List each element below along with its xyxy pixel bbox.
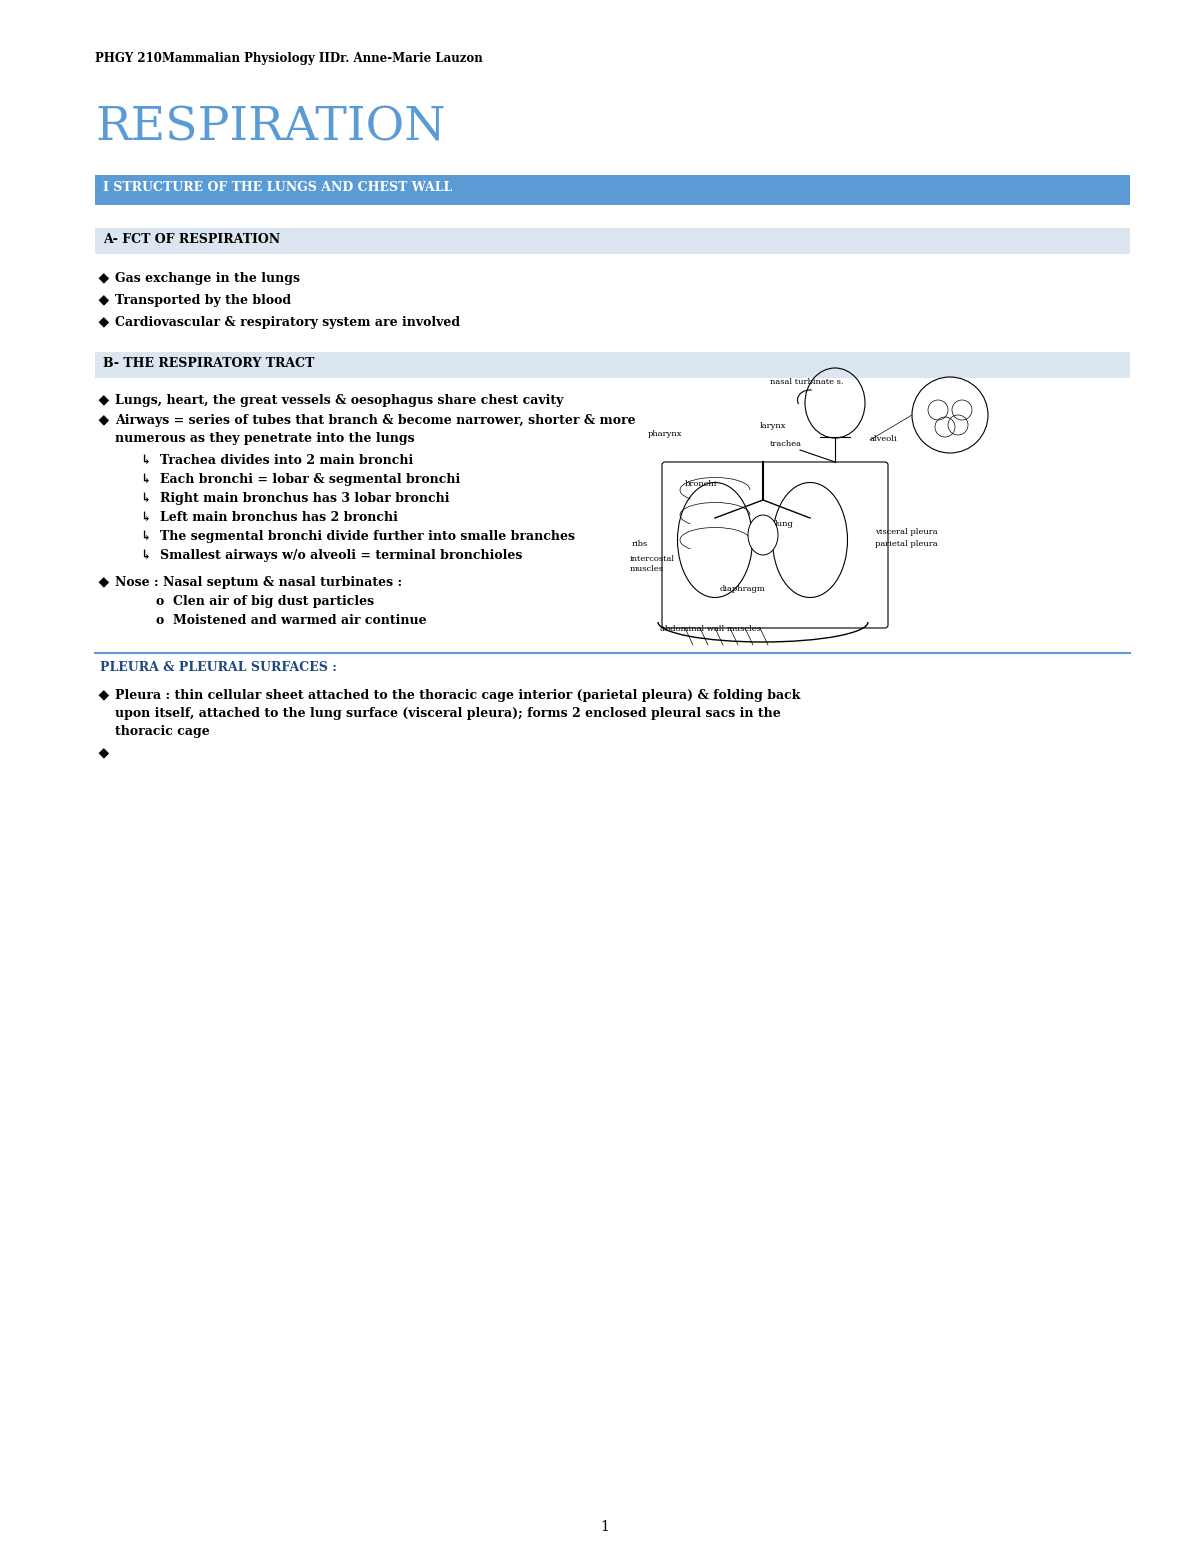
Text: thoracic cage: thoracic cage xyxy=(115,725,210,738)
Text: parietal pleura: parietal pleura xyxy=(875,540,937,548)
Text: A- FCT OF RESPIRATION: A- FCT OF RESPIRATION xyxy=(103,233,280,245)
Text: Lungs, heart, the great vessels & oesophagus share chest cavity: Lungs, heart, the great vessels & oesoph… xyxy=(115,394,563,407)
Text: ↳: ↳ xyxy=(140,492,150,505)
Text: PHGY 210Mammalian Physiology IIDr. Anne-Marie Lauzon: PHGY 210Mammalian Physiology IIDr. Anne-… xyxy=(95,51,482,65)
Text: intercostal: intercostal xyxy=(630,554,676,564)
Text: abdominal wall muscles: abdominal wall muscles xyxy=(660,624,761,634)
Text: nasal turbinate s.: nasal turbinate s. xyxy=(770,377,844,387)
Text: RESPIRATION: RESPIRATION xyxy=(95,106,445,151)
Text: Moistened and warmed air continue: Moistened and warmed air continue xyxy=(173,613,427,627)
Text: numerous as they penetrate into the lungs: numerous as they penetrate into the lung… xyxy=(115,432,415,446)
Text: ■: ■ xyxy=(97,315,110,329)
Bar xyxy=(95,228,1130,255)
Text: PLEURA & PLEURAL SURFACES :: PLEURA & PLEURAL SURFACES : xyxy=(100,662,337,674)
Text: o: o xyxy=(155,613,163,627)
Text: ■: ■ xyxy=(97,690,110,702)
Text: ■: ■ xyxy=(97,394,110,407)
Text: Airways = series of tubes that branch & become narrower, shorter & more: Airways = series of tubes that branch & … xyxy=(115,415,636,427)
Text: trachea: trachea xyxy=(770,439,802,447)
Text: diaphragm: diaphragm xyxy=(720,585,766,593)
Text: ribs: ribs xyxy=(632,540,648,548)
Text: larynx: larynx xyxy=(760,422,786,430)
Text: ■: ■ xyxy=(97,415,110,427)
Text: 1: 1 xyxy=(600,1520,608,1534)
Text: ↳: ↳ xyxy=(140,511,150,523)
Text: ↳: ↳ xyxy=(140,530,150,544)
Bar xyxy=(95,175,1130,205)
Text: Pleura : thin cellular sheet attached to the thoracic cage interior (parietal pl: Pleura : thin cellular sheet attached to… xyxy=(115,690,800,702)
Text: ■: ■ xyxy=(97,576,110,589)
Text: ■: ■ xyxy=(97,294,110,307)
Text: bronchi: bronchi xyxy=(685,480,718,488)
Text: ■: ■ xyxy=(97,272,110,284)
Text: I STRUCTURE OF THE LUNGS AND CHEST WALL: I STRUCTURE OF THE LUNGS AND CHEST WALL xyxy=(103,182,452,194)
Bar xyxy=(95,353,1130,377)
Text: Smallest airways w/o alveoli = terminal bronchioles: Smallest airways w/o alveoli = terminal … xyxy=(160,550,522,562)
Text: Gas exchange in the lungs: Gas exchange in the lungs xyxy=(115,272,300,286)
Text: Each bronchi = lobar & segmental bronchi: Each bronchi = lobar & segmental bronchi xyxy=(160,474,461,486)
Text: ↳: ↳ xyxy=(140,550,150,562)
Text: Transported by the blood: Transported by the blood xyxy=(115,294,292,307)
Text: lung: lung xyxy=(775,520,794,528)
Text: Left main bronchus has 2 bronchi: Left main bronchus has 2 bronchi xyxy=(160,511,398,523)
Text: pharynx: pharynx xyxy=(648,430,683,438)
Text: Clen air of big dust particles: Clen air of big dust particles xyxy=(173,595,374,609)
Text: muscles: muscles xyxy=(630,565,664,573)
Text: visceral pleura: visceral pleura xyxy=(875,528,937,536)
Text: ↳: ↳ xyxy=(140,453,150,467)
Text: upon itself, attached to the lung surface (visceral pleura); forms 2 enclosed pl: upon itself, attached to the lung surfac… xyxy=(115,707,781,721)
Text: Cardiovascular & respiratory system are involved: Cardiovascular & respiratory system are … xyxy=(115,315,460,329)
Ellipse shape xyxy=(748,516,778,554)
Text: The segmental bronchi divide further into smalle branches: The segmental bronchi divide further int… xyxy=(160,530,575,544)
Text: Nose : Nasal septum & nasal turbinates :: Nose : Nasal septum & nasal turbinates : xyxy=(115,576,402,589)
Text: B- THE RESPIRATORY TRACT: B- THE RESPIRATORY TRACT xyxy=(103,357,314,370)
Text: Trachea divides into 2 main bronchi: Trachea divides into 2 main bronchi xyxy=(160,453,413,467)
Text: ■: ■ xyxy=(97,747,110,759)
Text: Right main bronchus has 3 lobar bronchi: Right main bronchus has 3 lobar bronchi xyxy=(160,492,450,505)
Text: o: o xyxy=(155,595,163,609)
Text: alveoli: alveoli xyxy=(870,435,898,443)
Text: ↳: ↳ xyxy=(140,474,150,486)
